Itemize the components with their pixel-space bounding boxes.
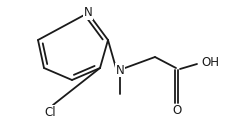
- Text: O: O: [172, 105, 182, 117]
- Text: OH: OH: [201, 56, 219, 70]
- Text: N: N: [84, 6, 92, 20]
- Text: Cl: Cl: [44, 105, 56, 119]
- Text: N: N: [116, 63, 124, 77]
